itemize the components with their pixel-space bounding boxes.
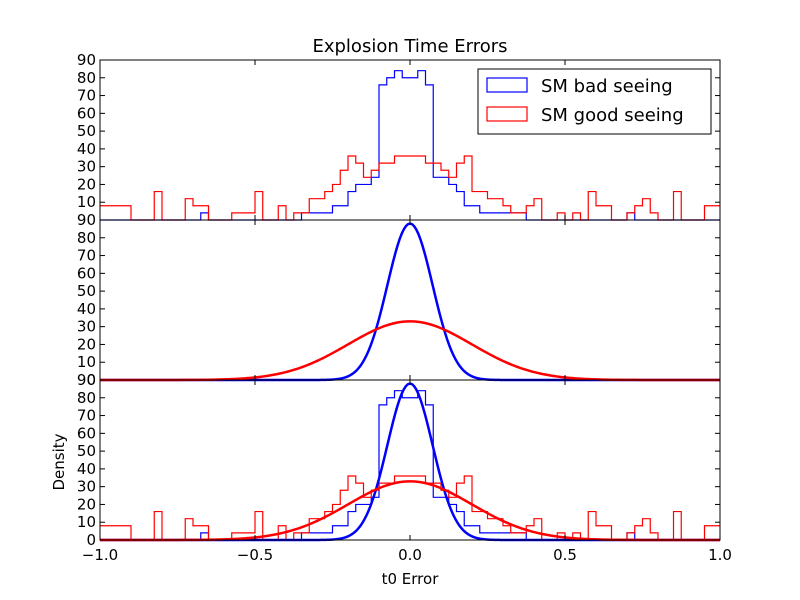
chart-title: Explosion Time Errors [312, 36, 507, 57]
top-ytick-label-50: 50 [77, 122, 96, 140]
top-ytick-label-90: 90 [77, 51, 96, 69]
x-tick-label-1: −0.5 [237, 546, 273, 564]
bottom-ytick-label-30: 30 [77, 478, 96, 496]
top-ytick-label-20: 20 [77, 175, 96, 193]
bottom-ytick-label-60: 60 [77, 424, 96, 442]
bottom-ytick-label-0: 0 [86, 531, 96, 549]
bottom-ytick-label-20: 20 [77, 495, 96, 513]
bottom-ytick-label-70: 70 [77, 407, 96, 425]
x-tick-label-0: −1.0 [82, 546, 118, 564]
middle-ytick-label-30: 30 [77, 318, 96, 336]
x-tick-label-2: 0.0 [398, 546, 422, 564]
middle-ytick-label-top: 90 [77, 211, 96, 229]
legend-box [477, 68, 712, 135]
top-ytick-label-60: 60 [77, 104, 96, 122]
legend-swatch-bad [486, 77, 528, 93]
top-ytick-label-80: 80 [77, 69, 96, 87]
middle-ytick-label-80: 80 [77, 229, 96, 247]
x-tick-label-4: 1.0 [708, 546, 732, 564]
middle-ytick-label-10: 10 [77, 353, 96, 371]
bottom-ytick-label-80: 80 [77, 389, 96, 407]
legend-swatch-good [486, 106, 528, 122]
bottom-ytick-label-top: 90 [77, 371, 96, 389]
legend-label-bad: SM bad seeing [541, 76, 673, 97]
x-axis-label: t0 Error [382, 570, 440, 588]
middle-ytick-label-0: 0 [86, 371, 96, 389]
middle-ytick-label-60: 60 [77, 264, 96, 282]
x-ticks: −1.0 −0.5 0.0 0.5 1.0 [82, 60, 732, 564]
top-ytick-label-10: 10 [77, 193, 96, 211]
top-ytick-label-30: 30 [77, 158, 96, 176]
bottom-ytick-label-40: 40 [77, 460, 96, 478]
legend-label-good: SM good seeing [541, 105, 684, 126]
y-axis-label: Density [50, 433, 68, 490]
x-tick-label-3: 0.5 [553, 546, 577, 564]
bottom-ytick-label-10: 10 [77, 513, 96, 531]
top-ytick-label-40: 40 [77, 140, 96, 158]
bottom-ytick-label-50: 50 [77, 442, 96, 460]
legend: SM bad seeing SM good seeing [477, 68, 712, 135]
middle-ytick-label-40: 40 [77, 300, 96, 318]
middle-ytick-label-50: 50 [77, 282, 96, 300]
middle-ytick-label-70: 70 [77, 247, 96, 265]
top-ytick-label-70: 70 [77, 87, 96, 105]
middle-ytick-label-20: 20 [77, 335, 96, 353]
